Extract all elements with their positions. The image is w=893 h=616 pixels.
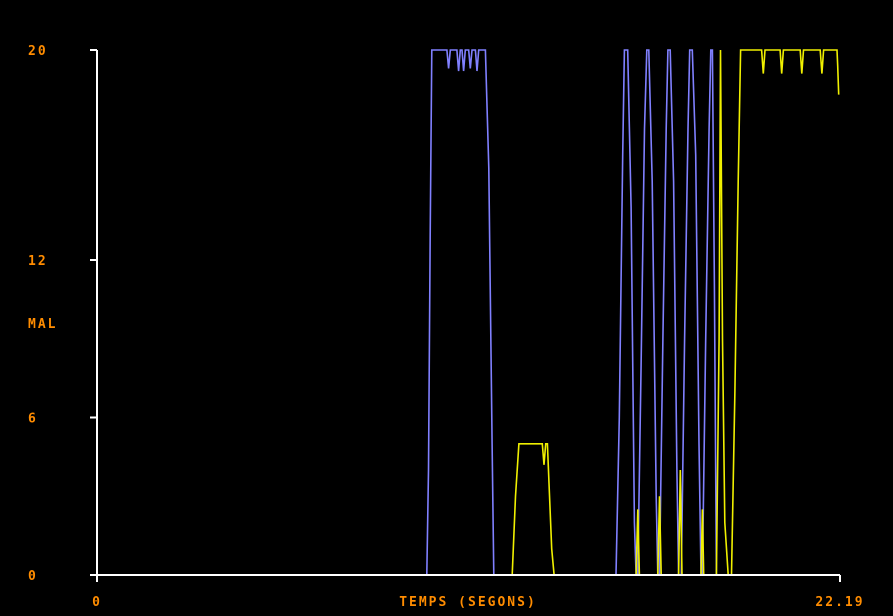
- x-tick-label: 22.19: [815, 595, 864, 610]
- y-tick-label: 0: [28, 569, 38, 584]
- x-tick-label: 0: [92, 595, 102, 610]
- series-layer: [97, 49, 840, 576]
- y-tick-label: 20: [28, 44, 48, 59]
- y-tick-label: 12: [28, 254, 48, 269]
- ticks-layer: 0 6 12 20 0 22.19: [28, 44, 864, 610]
- y-axis-label: MAL: [28, 317, 57, 332]
- y-tick-label: 6: [28, 412, 38, 427]
- x-axis-label: TEMPS (SEGONS): [399, 595, 537, 610]
- axes-layer: [96, 50, 840, 576]
- series-line-1: [97, 49, 718, 576]
